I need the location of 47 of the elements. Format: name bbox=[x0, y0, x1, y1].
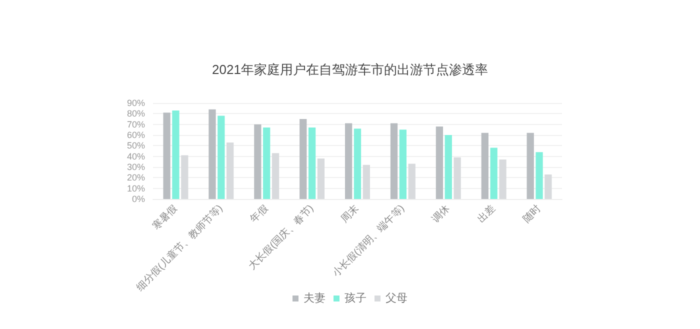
y-tick-label: 20% bbox=[126, 172, 145, 183]
bar bbox=[526, 132, 534, 199]
bar bbox=[436, 126, 444, 199]
bar bbox=[163, 112, 170, 199]
bar bbox=[308, 128, 316, 199]
y-tick-label: 30% bbox=[126, 162, 145, 172]
bar bbox=[218, 116, 225, 199]
bar bbox=[263, 128, 270, 199]
bar bbox=[444, 135, 452, 199]
bar bbox=[181, 155, 188, 199]
x-tick-label: 随时 bbox=[520, 202, 544, 226]
bar bbox=[362, 164, 370, 199]
y-tick-label: 10% bbox=[126, 183, 145, 194]
bar bbox=[499, 160, 506, 199]
legend-label: 孩子 bbox=[344, 292, 366, 304]
y-tick-label: 90% bbox=[126, 98, 145, 108]
bar bbox=[399, 130, 407, 199]
bar bbox=[172, 110, 180, 199]
x-tick-label: 寒暑假 bbox=[150, 202, 180, 232]
y-tick-label: 60% bbox=[126, 130, 145, 140]
bar bbox=[536, 152, 543, 199]
bar bbox=[490, 148, 498, 199]
bar bbox=[208, 109, 216, 199]
legend-label: 父母 bbox=[386, 292, 408, 304]
bar bbox=[408, 164, 416, 199]
bar bbox=[481, 132, 488, 199]
x-tick-label: 出差 bbox=[475, 202, 498, 226]
bar bbox=[354, 128, 362, 199]
y-tick-label: 70% bbox=[126, 119, 145, 130]
chart-title: 2021年家庭用户在自驾游车市的出游节点渗透率 bbox=[212, 62, 488, 77]
bar bbox=[254, 124, 262, 199]
bar bbox=[226, 142, 234, 199]
bar bbox=[317, 158, 325, 199]
bar bbox=[272, 153, 280, 199]
y-tick-label: 50% bbox=[126, 140, 145, 151]
x-tick-label: 调休 bbox=[430, 202, 452, 226]
bar bbox=[390, 123, 398, 199]
bar bbox=[345, 123, 352, 199]
legend-label: 夫妻 bbox=[304, 292, 326, 304]
bar bbox=[454, 157, 461, 199]
x-tick-label: 年假 bbox=[248, 202, 270, 226]
y-tick-label: 80% bbox=[126, 108, 145, 119]
y-tick-label: 0% bbox=[132, 194, 145, 204]
bar bbox=[544, 174, 552, 199]
y-tick-label: 40% bbox=[126, 151, 145, 162]
x-tick-label: 周末 bbox=[338, 202, 362, 226]
bar bbox=[300, 119, 307, 199]
